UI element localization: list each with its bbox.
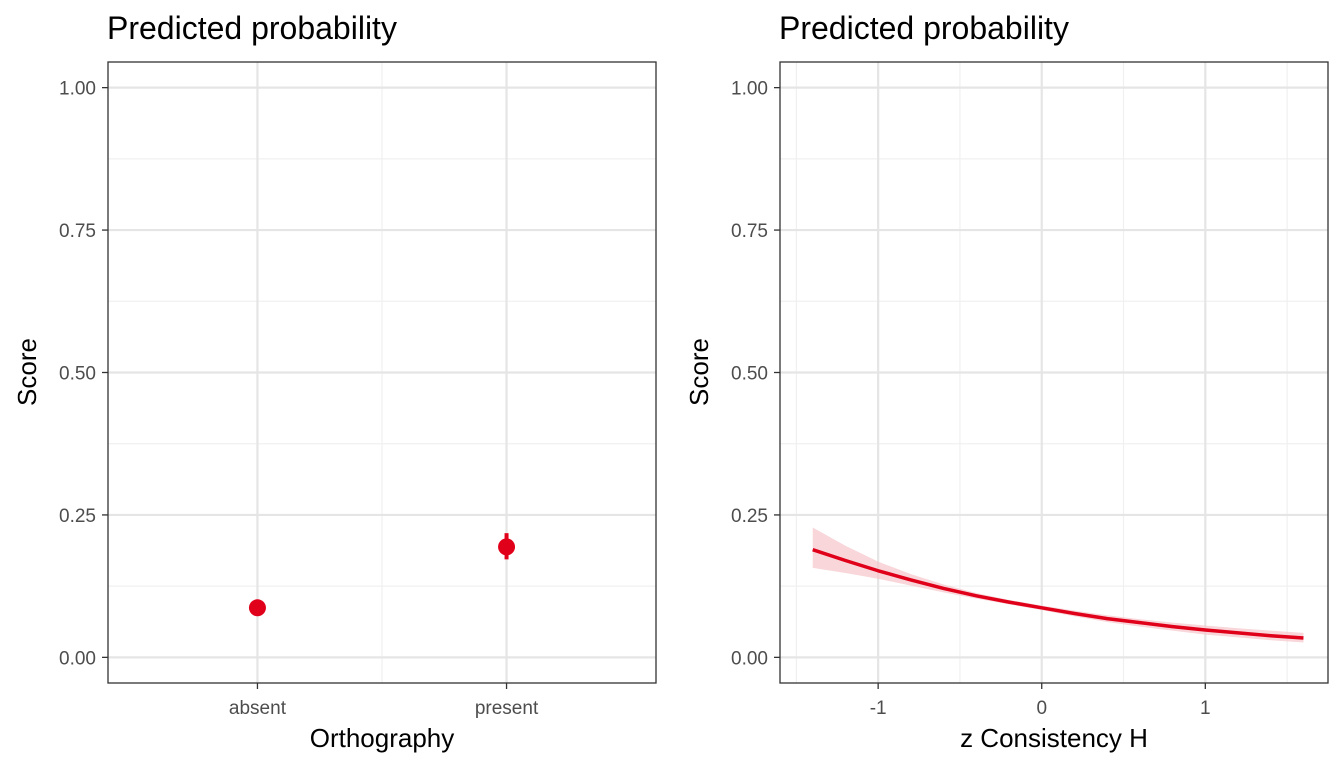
right-y-axis-title: Score	[684, 338, 714, 406]
right-y-tick-label: 1.00	[731, 79, 768, 100]
right-confidence-ribbon	[812, 527, 1304, 643]
right-x-tick-label: -1	[870, 698, 887, 719]
left-data-point	[498, 538, 516, 556]
right-y-tick-label: 0.00	[731, 648, 768, 669]
right-title: Predicted probability	[779, 10, 1069, 46]
left-y-tick-label: 0.75	[59, 221, 96, 242]
left-data-point	[248, 599, 266, 617]
right-y-tick-label: 0.25	[731, 506, 768, 527]
left-y-tick-label: 0.00	[59, 648, 96, 669]
left-y-tick-label: 0.25	[59, 506, 96, 527]
left-x-axis-title: Orthography	[310, 723, 455, 753]
left-x-tick-label: present	[475, 698, 539, 719]
right-series-line	[812, 548, 1304, 640]
left-y-axis-title: Score	[12, 338, 42, 406]
right-panel: Predicted probability 0.00 0.25 0.50 0.75 1.…	[684, 10, 1329, 753]
right-x-axis-title: z Consistency H	[960, 723, 1148, 753]
left-title: Predicted probability	[107, 10, 397, 46]
right-y-tick-label: 0.50	[731, 364, 768, 385]
left-panel: Predicted probability 0.00 0.25 0.50 0.75 1.…	[12, 10, 657, 753]
left-y-tick-label: 1.00	[59, 79, 96, 100]
left-x-tick-label: absent	[229, 698, 287, 719]
right-x-tick-label: 1	[1200, 698, 1211, 719]
right-y-tick-label: 0.75	[731, 221, 768, 242]
right-x-tick-label: 0	[1036, 698, 1047, 719]
left-y-tick-label: 0.50	[59, 364, 96, 385]
